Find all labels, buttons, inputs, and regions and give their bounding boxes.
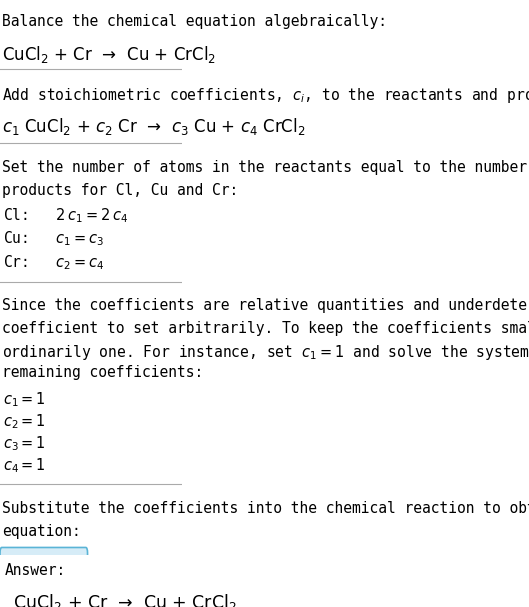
Text: Answer:: Answer: [5, 563, 66, 578]
Text: Add stoichiometric coefficients, $c_i$, to the reactants and products:: Add stoichiometric coefficients, $c_i$, … [2, 86, 529, 105]
Text: remaining coefficients:: remaining coefficients: [2, 365, 203, 380]
Text: $c_4 = 1$: $c_4 = 1$ [3, 456, 45, 475]
Text: Cu:   $c_1 = c_3$: Cu: $c_1 = c_3$ [3, 229, 104, 248]
Text: Since the coefficients are relative quantities and underdetermined, choose a: Since the coefficients are relative quan… [2, 299, 529, 313]
Text: equation:: equation: [2, 524, 80, 539]
Text: $c_1 = 1$: $c_1 = 1$ [3, 390, 45, 409]
FancyBboxPatch shape [0, 548, 87, 607]
Text: $c_3 = 1$: $c_3 = 1$ [3, 435, 45, 453]
Text: products for Cl, Cu and Cr:: products for Cl, Cu and Cr: [2, 183, 238, 198]
Text: coefficient to set arbitrarily. To keep the coefficients small, the arbitrary va: coefficient to set arbitrarily. To keep … [2, 320, 529, 336]
Text: CuCl$_2$ + Cr  →  Cu + CrCl$_2$: CuCl$_2$ + Cr → Cu + CrCl$_2$ [13, 592, 236, 607]
Text: Cl:   $2\,c_1 = 2\,c_4$: Cl: $2\,c_1 = 2\,c_4$ [3, 206, 128, 225]
Text: ordinarily one. For instance, set $c_1 = 1$ and solve the system of equations fo: ordinarily one. For instance, set $c_1 =… [2, 343, 529, 362]
Text: $c_2 = 1$: $c_2 = 1$ [3, 412, 45, 431]
Text: Set the number of atoms in the reactants equal to the number of atoms in the: Set the number of atoms in the reactants… [2, 160, 529, 175]
Text: Balance the chemical equation algebraically:: Balance the chemical equation algebraica… [2, 14, 387, 29]
Text: Cr:   $c_2 = c_4$: Cr: $c_2 = c_4$ [3, 253, 104, 272]
Text: CuCl$_2$ + Cr  →  Cu + CrCl$_2$: CuCl$_2$ + Cr → Cu + CrCl$_2$ [2, 44, 216, 66]
Text: Substitute the coefficients into the chemical reaction to obtain the balanced: Substitute the coefficients into the che… [2, 501, 529, 516]
Text: $c_1$ CuCl$_2$ + $c_2$ Cr  →  $c_3$ Cu + $c_4$ CrCl$_2$: $c_1$ CuCl$_2$ + $c_2$ Cr → $c_3$ Cu + $… [2, 117, 305, 137]
